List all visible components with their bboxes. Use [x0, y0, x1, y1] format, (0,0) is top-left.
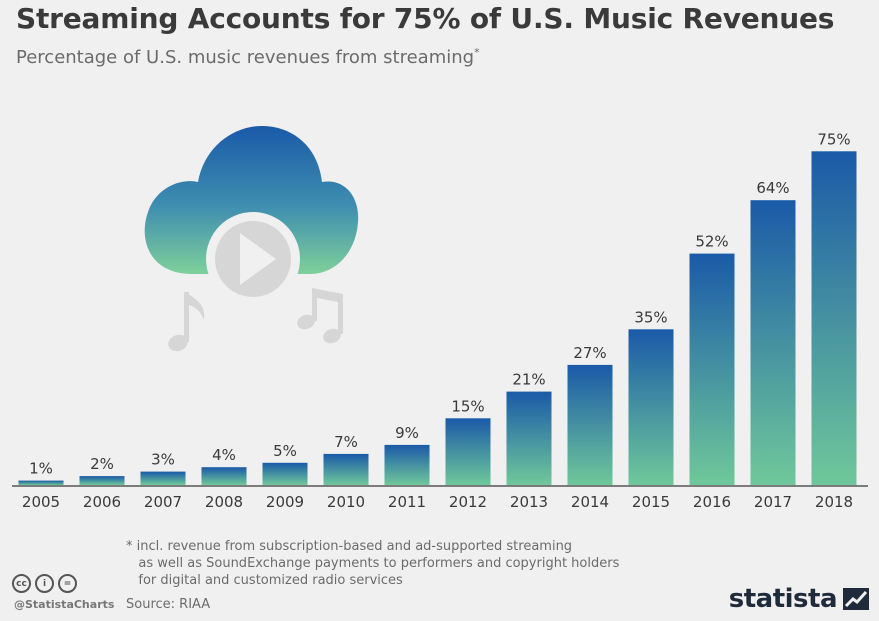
labels-group: 1% 2005 2% 2006 3% 2007 4% 2008 5% 2009 7% 2010 9% 20… [22, 130, 853, 511]
attribution-icon: i [35, 574, 54, 593]
bar-2008 [201, 467, 247, 485]
data-label-2006: 2% [90, 455, 114, 473]
data-label-2015: 35% [634, 308, 667, 326]
play-icon [206, 212, 300, 306]
x-tick-label-2015: 2015 [632, 493, 670, 511]
x-tick-label-2014: 2014 [571, 493, 609, 511]
data-label-2008: 4% [212, 446, 236, 464]
bar-2012 [445, 418, 491, 486]
source-text: Source: RIAA [126, 597, 211, 612]
data-label-2013: 21% [512, 371, 545, 389]
brand-name: statista [728, 584, 838, 614]
data-label-2007: 3% [151, 451, 175, 469]
x-tick-label-2017: 2017 [754, 493, 792, 511]
chart-subtitle: Percentage of U.S. music revenues from s… [16, 46, 480, 68]
statista-credit: @StatistaCharts [14, 598, 115, 611]
x-tick-label-2012: 2012 [449, 493, 487, 511]
x-tick-label-2008: 2008 [205, 493, 243, 511]
subtitle-footnote-mark: * [474, 46, 480, 59]
chart-title: Streaming Accounts for 75% of U.S. Music… [16, 2, 835, 35]
x-tick-label-2005: 2005 [22, 493, 60, 511]
x-tick-label-2009: 2009 [266, 493, 304, 511]
no-derivatives-icon: = [58, 574, 77, 593]
bar-2015 [628, 329, 674, 486]
data-label-2016: 52% [695, 233, 728, 251]
x-tick-label-2006: 2006 [83, 493, 121, 511]
bar-2005 [18, 480, 64, 486]
data-label-2012: 15% [451, 397, 484, 415]
data-label-2011: 9% [395, 424, 419, 442]
x-tick-label-2011: 2011 [388, 493, 426, 511]
music-note-icon [168, 292, 205, 352]
bars-group [18, 151, 857, 486]
x-tick-label-2016: 2016 [693, 493, 731, 511]
x-tick-label-2007: 2007 [144, 493, 182, 511]
data-label-2014: 27% [573, 344, 606, 362]
statista-logo[interactable]: statista [729, 584, 869, 614]
bar-2014 [567, 364, 613, 486]
bar-2007 [140, 471, 186, 485]
data-label-2009: 5% [273, 442, 297, 460]
bar-2017 [750, 200, 796, 485]
data-label-2017: 64% [756, 179, 789, 197]
x-tick-label-2010: 2010 [327, 493, 365, 511]
footnote: * incl. revenue from subscription-based … [126, 539, 620, 588]
data-label-2018: 75% [817, 130, 850, 148]
x-tick-label-2018: 2018 [815, 493, 853, 511]
cloud-icon [144, 126, 359, 274]
statista-logo-icon [843, 588, 869, 610]
cc-icon: cc [12, 574, 31, 593]
data-label-2005: 1% [29, 460, 53, 478]
bar-2016 [689, 253, 735, 485]
bar-2009 [262, 462, 308, 486]
x-tick-label-2013: 2013 [510, 493, 548, 511]
music-note-icon [297, 288, 343, 344]
bar-2011 [384, 444, 430, 485]
data-label-2010: 7% [334, 433, 358, 451]
bar-2018 [811, 151, 857, 486]
bar-2013 [506, 391, 552, 486]
bar-2006 [79, 476, 125, 485]
subtitle-text: Percentage of U.S. music revenues from s… [16, 47, 475, 68]
license-icons: cc i = [12, 574, 77, 593]
bar-2010 [323, 453, 369, 486]
